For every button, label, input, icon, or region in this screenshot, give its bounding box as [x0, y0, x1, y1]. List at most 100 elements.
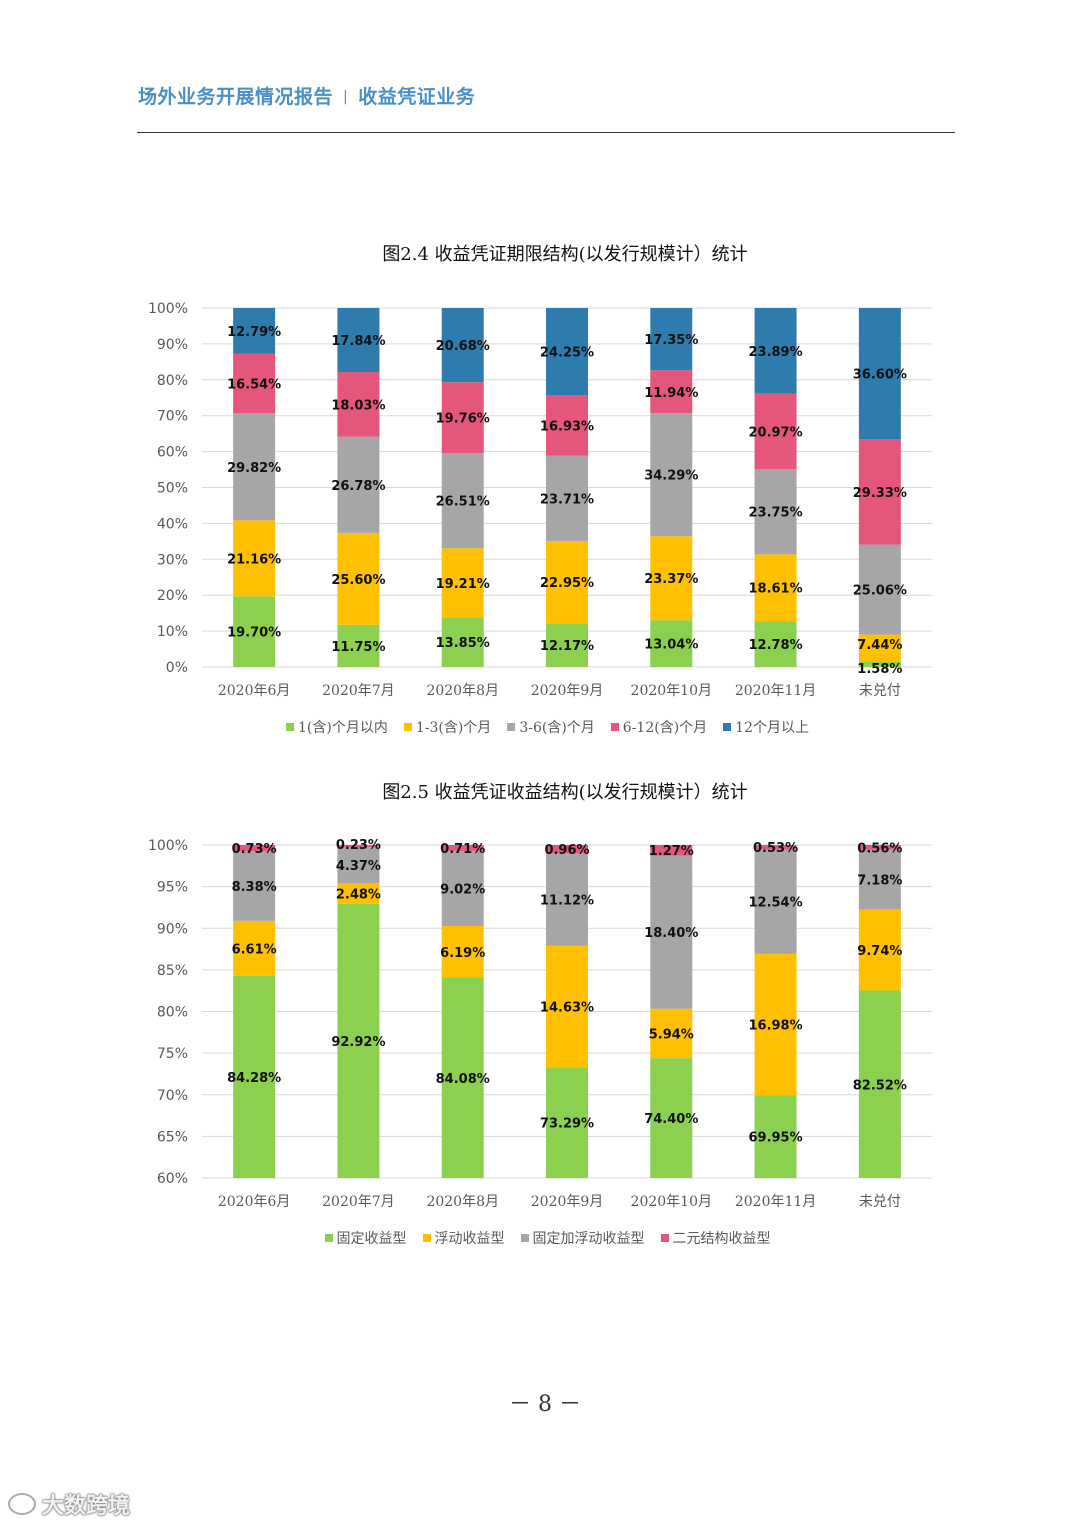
data-label: 12.79% — [227, 325, 281, 340]
y-tick-label: 40% — [157, 516, 188, 532]
legend-label: 固定收益型 — [336, 1231, 407, 1247]
x-tick-label: 2020年9月 — [531, 1194, 604, 1210]
bar-segment — [441, 977, 484, 1178]
legend-swatch — [507, 723, 516, 731]
data-label: 1.58% — [857, 662, 902, 677]
legend-item: 1-3(含)个月 — [403, 717, 492, 737]
data-label: 6.61% — [232, 942, 277, 957]
bar-segment — [754, 554, 797, 622]
legend-item: 固定加浮动收益型 — [520, 1228, 645, 1248]
bar-segment — [754, 953, 797, 1096]
data-label: 23.89% — [748, 345, 802, 360]
x-tick-label: 2020年7月 — [322, 1194, 395, 1210]
bar-segment — [858, 439, 901, 545]
bar-segment — [546, 623, 588, 667]
legend-swatch — [723, 723, 732, 731]
data-label: 12.78% — [748, 638, 802, 653]
data-label: 5.94% — [649, 1027, 694, 1042]
y-tick-label: 75% — [157, 1046, 188, 1062]
bar-segment — [337, 624, 380, 667]
y-tick-label: 95% — [157, 880, 188, 896]
y-tick-label: 10% — [157, 624, 188, 640]
data-label: 6.19% — [440, 946, 485, 961]
legend-item: 固定收益型 — [324, 1228, 407, 1248]
data-label: 23.75% — [748, 506, 802, 521]
y-tick-label: 70% — [157, 409, 188, 425]
x-tick-label: 2020年11月 — [735, 1194, 816, 1210]
bar-segment — [337, 532, 380, 625]
data-label: 0.53% — [753, 841, 798, 856]
data-label: 26.51% — [436, 495, 490, 510]
legend-label: 固定加浮动收益型 — [532, 1231, 645, 1247]
legend-swatch — [610, 723, 619, 731]
bar-segment — [650, 845, 693, 856]
data-label: 12.54% — [748, 896, 802, 911]
data-label: 23.37% — [644, 572, 698, 587]
term-structure-chart: 0% 10% 20% 30% 40% 50% 60% 70% 80% 90% 100% 19.70% 2… — [148, 301, 932, 699]
bar-segment — [754, 393, 797, 470]
return-structure-chart: 60% 65% 70% 75% 80% 85% 90% 95% 100% 84.28% 6.61% 8… — [148, 838, 932, 1210]
bar-segment — [546, 1067, 588, 1178]
data-label: 2.48% — [336, 888, 381, 903]
page-number: － 8 － — [509, 1392, 581, 1417]
data-label: 13.04% — [644, 638, 698, 653]
legend-label: 12个月以上 — [735, 720, 809, 736]
data-label: 7.44% — [857, 638, 902, 653]
bar-segment — [233, 596, 276, 667]
bar-segment — [233, 353, 276, 414]
bar-segment — [233, 920, 276, 976]
bar-segment — [546, 845, 588, 853]
watermark: 大数跨境 — [8, 1488, 130, 1520]
bar-segment — [754, 621, 797, 667]
bar-segment — [754, 308, 797, 394]
bar-segment — [441, 926, 484, 978]
x-tick-label: 2020年8月 — [426, 1194, 499, 1210]
data-label: 18.03% — [331, 398, 385, 413]
data-label: 19.76% — [436, 412, 490, 427]
bar-segment — [650, 855, 693, 1009]
legend-label: 1-3(含)个月 — [415, 720, 492, 736]
bar-segment — [858, 544, 901, 635]
bar-segment — [337, 845, 380, 847]
data-label: 84.28% — [227, 1071, 281, 1086]
legend-swatch — [286, 723, 294, 731]
x-tick-label: 2020年6月 — [218, 683, 291, 699]
bar-segment — [233, 413, 276, 521]
data-label: 25.60% — [331, 573, 385, 588]
report-header: 场外业务开展情况报告 | 收益凭证业务 — [138, 82, 475, 109]
bar-segment — [546, 945, 588, 1068]
y-tick-label: 65% — [157, 1129, 188, 1145]
bar-segment — [546, 395, 588, 456]
bar-segment — [754, 849, 797, 954]
data-label: 26.78% — [331, 479, 385, 494]
legend-item: 二元结构收益型 — [660, 1228, 771, 1248]
bar-segment — [546, 852, 588, 946]
bar-segment — [650, 413, 693, 537]
data-label: 12.17% — [540, 639, 594, 654]
data-label: 11.94% — [644, 386, 698, 401]
legend-swatch — [422, 1234, 431, 1242]
data-label: 11.75% — [331, 640, 385, 655]
bar-segment — [233, 851, 276, 921]
data-label: 82.52% — [853, 1078, 907, 1093]
bar-segment — [650, 1008, 693, 1059]
x-tick-label: 2020年9月 — [531, 683, 604, 699]
y-tick-label: 85% — [157, 963, 188, 979]
bar-segment — [337, 883, 380, 904]
data-label: 19.21% — [436, 577, 490, 592]
bar-segment — [233, 975, 276, 1178]
data-label: 9.02% — [440, 882, 485, 897]
data-label: 17.35% — [644, 333, 698, 348]
bar-segment — [858, 634, 901, 662]
bar-segment — [754, 845, 797, 850]
data-label: 21.16% — [227, 552, 281, 567]
data-label: 4.37% — [336, 859, 381, 874]
bar-segment — [233, 308, 276, 354]
x-tick-label: 2020年10月 — [631, 1194, 712, 1210]
report-title: 场外业务开展情况报告 — [138, 86, 334, 108]
header-separator: | — [343, 89, 349, 105]
legend-swatch — [403, 723, 412, 731]
legend-label: 二元结构收益型 — [672, 1231, 771, 1247]
bar-segment — [233, 845, 276, 852]
legend-label: 1(含)个月以内 — [298, 720, 388, 736]
